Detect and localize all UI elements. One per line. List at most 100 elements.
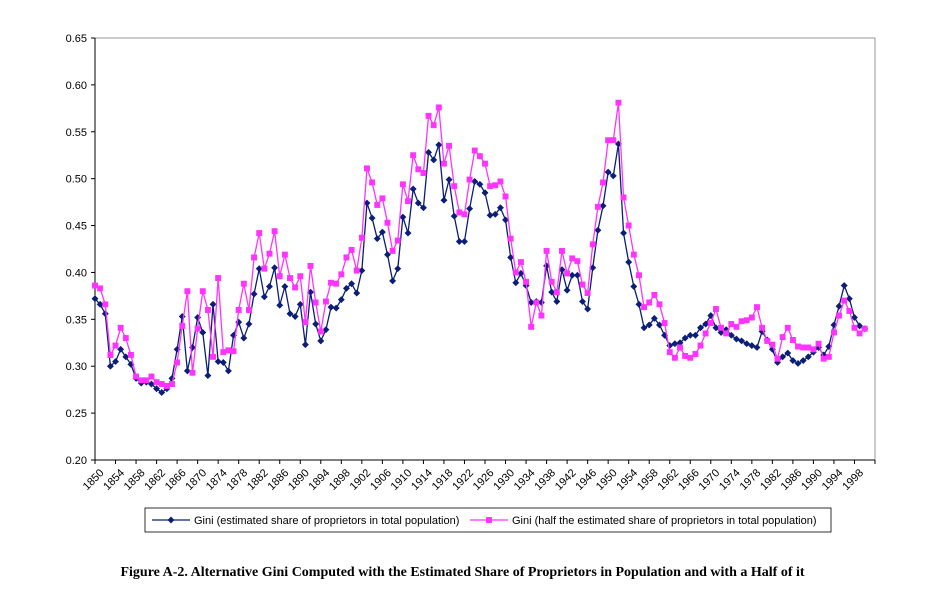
data-point xyxy=(861,325,868,332)
data-point xyxy=(410,152,417,159)
data-point xyxy=(425,112,432,119)
data-point xyxy=(143,377,150,384)
data-point xyxy=(774,355,781,362)
x-tick-label: 1954 xyxy=(614,467,640,493)
data-point xyxy=(800,344,807,351)
x-tick-label: 1962 xyxy=(656,467,682,493)
x-tick-label: 1914 xyxy=(409,467,435,493)
data-point xyxy=(348,246,355,253)
data-point xyxy=(184,288,191,295)
x-tick-label: 1870 xyxy=(183,467,209,493)
data-point xyxy=(333,280,340,287)
x-tick-label: 1910 xyxy=(389,467,415,493)
data-point xyxy=(281,282,289,291)
data-point xyxy=(702,330,709,337)
data-point xyxy=(219,358,227,367)
data-point xyxy=(512,269,519,276)
data-point xyxy=(754,304,760,311)
data-point xyxy=(291,312,299,321)
legend-entry-gini-half: Gini (half the estimated share of propri… xyxy=(470,515,817,527)
data-point xyxy=(158,381,165,387)
data-point xyxy=(261,265,268,272)
data-point xyxy=(292,284,299,291)
data-point xyxy=(810,346,817,353)
data-point xyxy=(543,247,550,254)
x-tick-label: 1890 xyxy=(286,467,312,493)
data-point xyxy=(712,306,719,312)
data-point xyxy=(799,357,807,365)
data-point xyxy=(686,331,694,339)
data-point xyxy=(102,301,109,308)
x-tick-label: 1906 xyxy=(368,467,394,493)
data-point xyxy=(302,319,309,326)
data-point xyxy=(748,342,756,350)
data-point xyxy=(265,282,274,291)
x-tick-label: 1882 xyxy=(245,467,271,493)
data-point xyxy=(338,271,345,278)
data-point xyxy=(240,334,248,342)
data-point xyxy=(497,178,504,185)
data-point xyxy=(487,183,494,190)
data-point xyxy=(641,304,648,311)
data-point xyxy=(471,147,478,154)
data-point xyxy=(671,354,678,361)
data-point xyxy=(563,286,571,294)
data-point xyxy=(276,301,284,309)
data-point xyxy=(133,373,140,380)
data-point xyxy=(424,148,433,156)
data-point xyxy=(317,328,324,335)
x-axis: 1850185418581862186618701874187818821886… xyxy=(81,459,876,493)
data-point xyxy=(538,312,545,319)
data-point xyxy=(322,326,330,334)
data-point xyxy=(779,334,786,341)
data-point xyxy=(147,380,156,388)
data-point xyxy=(728,321,735,327)
data-point xyxy=(779,353,787,361)
data-point xyxy=(794,359,802,367)
data-point xyxy=(430,156,438,164)
data-point xyxy=(625,222,632,229)
data-point xyxy=(759,324,766,331)
data-point xyxy=(199,288,206,295)
y-tick-label: 0.50 xyxy=(66,174,87,186)
data-point xyxy=(404,229,412,237)
x-tick-label: 1930 xyxy=(491,467,517,493)
data-point xyxy=(260,293,268,301)
data-point xyxy=(496,204,504,212)
data-point xyxy=(224,367,232,375)
data-point xyxy=(445,176,453,184)
y-tick-label: 0.40 xyxy=(66,267,87,279)
x-tick-label: 1986 xyxy=(779,467,805,493)
data-point xyxy=(389,277,397,285)
data-point xyxy=(764,337,771,344)
data-point xyxy=(419,204,427,212)
data-point xyxy=(594,226,602,234)
data-point xyxy=(569,255,576,262)
data-point xyxy=(492,182,499,189)
data-point xyxy=(163,382,170,389)
data-point xyxy=(589,241,596,248)
data-point xyxy=(281,251,288,258)
data-point xyxy=(733,323,740,330)
data-point xyxy=(707,312,715,320)
data-point xyxy=(399,213,407,221)
data-point xyxy=(383,251,392,259)
data-point xyxy=(507,235,514,242)
data-point xyxy=(174,359,181,366)
data-point xyxy=(856,322,864,330)
x-tick-label: 1938 xyxy=(532,467,558,493)
data-point xyxy=(784,324,791,331)
data-point xyxy=(687,354,694,361)
x-tick-label: 1902 xyxy=(348,467,374,493)
data-point xyxy=(225,347,232,354)
data-point xyxy=(379,195,386,202)
data-point xyxy=(856,330,863,337)
data-point xyxy=(707,320,714,327)
data-point xyxy=(112,342,119,349)
data-point xyxy=(446,142,453,149)
y-tick-label: 0.45 xyxy=(66,221,87,233)
x-tick-label: 1942 xyxy=(553,467,579,493)
data-point xyxy=(251,254,258,261)
data-point xyxy=(455,237,463,246)
data-point xyxy=(420,170,427,176)
